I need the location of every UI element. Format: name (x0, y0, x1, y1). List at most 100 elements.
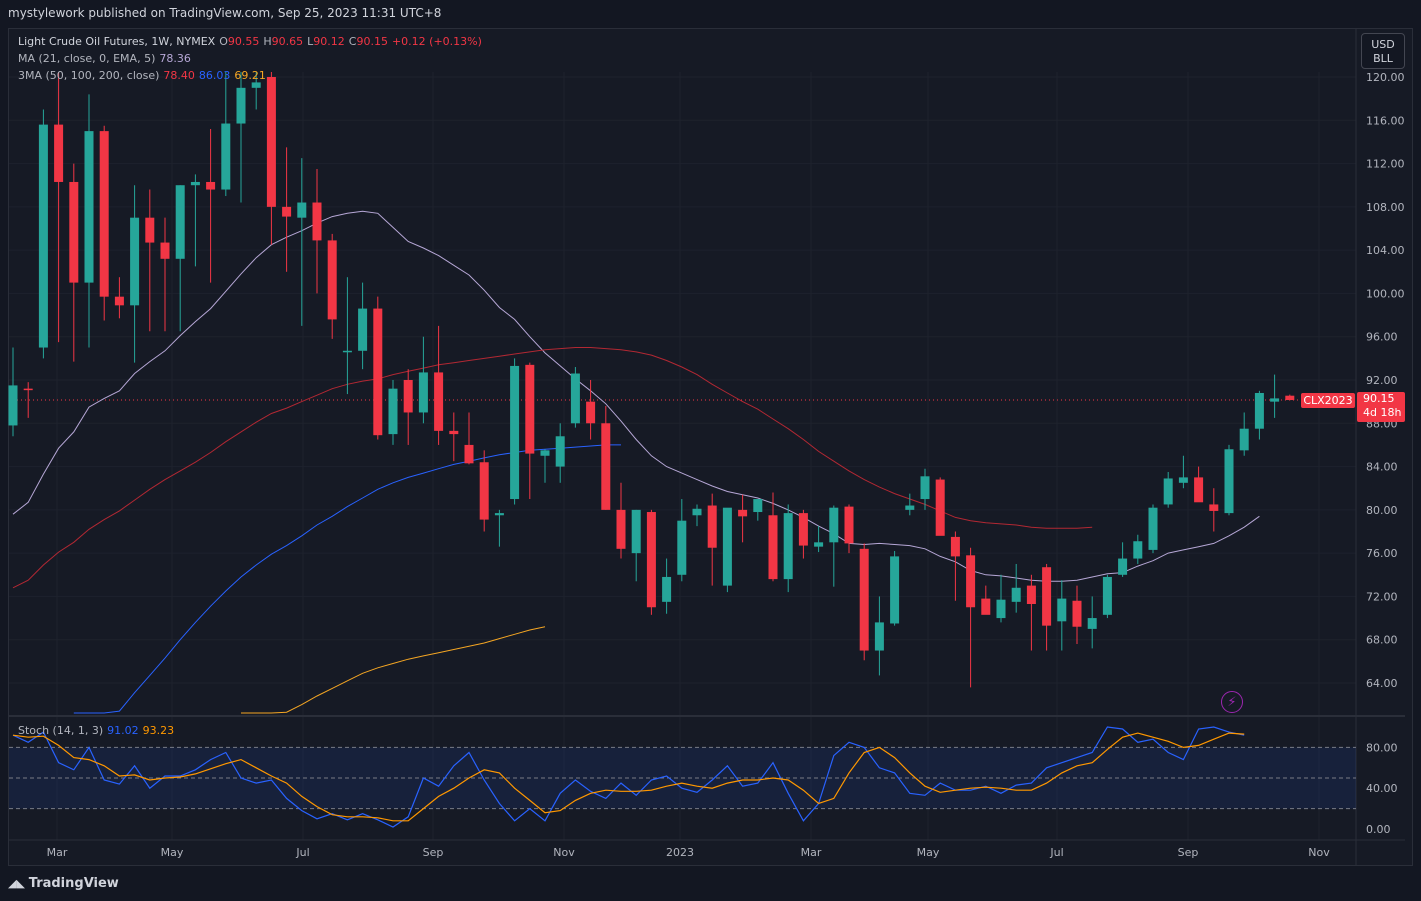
tma-value-100: 86.03 (198, 69, 231, 82)
candle-body (145, 217, 155, 243)
candle-body (190, 181, 200, 186)
candle-body (99, 131, 109, 297)
candles (8, 72, 1295, 688)
stoch-d-value: 93.23 (142, 724, 175, 737)
ma50-line (12, 347, 1093, 589)
candle-body (798, 513, 808, 546)
tma-value-50: 78.40 (163, 69, 195, 82)
ma21-line (12, 210, 1260, 582)
candle-body (1239, 428, 1249, 451)
candle-body (570, 373, 580, 424)
ma-title: MA (21, close, 0, EMA, 5) (18, 52, 156, 65)
candle-body (342, 350, 352, 353)
candle-body (555, 436, 565, 467)
stoch-tick: 80.00 (1366, 741, 1398, 754)
candle-body (707, 505, 717, 548)
currency-line2: BLL (1373, 52, 1393, 65)
candle-body (1194, 477, 1204, 503)
candle-body (1178, 477, 1188, 483)
candle-body (646, 512, 656, 608)
candle-body (722, 507, 732, 586)
candle-body (996, 599, 1006, 619)
price-tick: 116.00 (1366, 114, 1405, 127)
candle-body (114, 296, 124, 306)
price-tick: 120.00 (1366, 71, 1405, 84)
h-label: H (263, 35, 272, 48)
candle-body (586, 401, 596, 424)
logo-text: TradingView (28, 876, 119, 891)
o-value: 90.55 (227, 35, 260, 48)
candle-body (434, 372, 444, 431)
currency-line1: USD (1371, 38, 1395, 51)
candle-body (8, 385, 18, 426)
candle-body (1148, 507, 1158, 550)
candle-body (221, 123, 231, 190)
candle-body (935, 479, 945, 536)
moving-averages (9, 210, 1356, 714)
bolt-icon[interactable]: ⚡ (1221, 691, 1243, 713)
legend-3ma: 3MA (50, 100, 200, close) 78.40 86.03 69.21 (18, 69, 270, 82)
chart-frame (8, 28, 1413, 866)
legend-ma: MA (21, close, 0, EMA, 5) 78.36 (18, 52, 195, 65)
candle-body (373, 308, 383, 436)
candle-body (631, 509, 641, 554)
stoch-k-value: 91.02 (107, 724, 139, 737)
tma-value-200: 69.21 (234, 69, 266, 82)
candle-body (1254, 392, 1264, 429)
candle-body (327, 240, 337, 320)
candle-body (920, 476, 930, 500)
candle-body (1163, 478, 1173, 505)
candle-body (358, 308, 368, 351)
candle-body (859, 548, 869, 651)
candle-body (616, 509, 626, 549)
o-label: O (219, 35, 228, 48)
candle-body (738, 509, 748, 517)
symbol-title: Light Crude Oil Futures, 1W, NYMEX (18, 35, 216, 48)
price-tick: 100.00 (1366, 287, 1405, 300)
c-value: 90.15 (356, 35, 388, 48)
stoch-tick: 40.00 (1366, 782, 1398, 795)
candle-body (662, 576, 672, 602)
candle-body (84, 131, 94, 283)
candle-body (160, 242, 170, 259)
candle-body (1209, 504, 1219, 511)
stoch-tick: 0.00 (1366, 823, 1391, 836)
candle-body (38, 124, 48, 348)
candle-body (768, 515, 778, 580)
candle-body (297, 202, 307, 218)
tradingview-logo[interactable]: ◢◣ TradingView (8, 876, 119, 891)
candle-body (1118, 558, 1128, 575)
currency-selector[interactable]: USD BLL (1361, 33, 1405, 69)
candle-body (601, 423, 611, 510)
candle-body (677, 520, 687, 575)
ma200-line (241, 626, 546, 714)
candle-body (753, 499, 763, 513)
time-tick: Mar (801, 846, 822, 859)
candle-body (1285, 395, 1295, 401)
candle-body (54, 124, 64, 182)
candle-body (251, 82, 261, 88)
candle-body (479, 462, 489, 520)
candle-body (874, 622, 884, 651)
candle-body (540, 450, 550, 456)
price-tick: 92.00 (1366, 374, 1398, 387)
candle-body (1011, 587, 1021, 602)
candle-body (69, 181, 79, 283)
tma-title: 3MA (50, 100, 200, close) (18, 69, 160, 82)
time-tick: Jul (1049, 846, 1063, 859)
symbol-tag: CLX2023 (1301, 393, 1355, 408)
price-axis: 120.00 116.00 112.00 108.00 104.00 100.00 96.0… (1366, 71, 1405, 836)
candle-body (525, 364, 535, 454)
time-tick: May (917, 846, 940, 859)
logo-icon: ◢◣ (8, 877, 29, 890)
candle-body (282, 206, 292, 217)
candle-body (312, 202, 322, 241)
stoch-d-line (12, 732, 1245, 822)
candle-body (388, 388, 398, 435)
time-tick: 2023 (666, 846, 694, 859)
last-price: 90.15 (1363, 392, 1395, 405)
time-tick: Nov (553, 846, 575, 859)
candle-body (1042, 567, 1052, 626)
time-axis: Mar May Jul Sep Nov 2023 Mar May Jul Sep Nov (47, 846, 1331, 859)
